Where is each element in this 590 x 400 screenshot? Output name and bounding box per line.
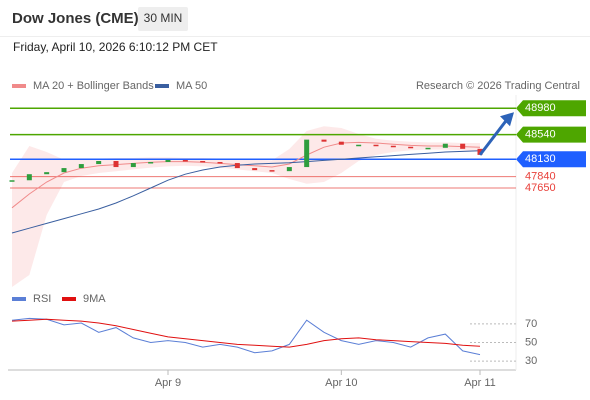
legend-swatch: [12, 84, 26, 88]
level-label: 47840: [525, 171, 556, 183]
candle: [217, 162, 223, 164]
ma-line: [11, 141, 481, 209]
candle: [356, 144, 362, 147]
candle: [130, 163, 136, 168]
candle: [9, 180, 15, 182]
level-box: [516, 126, 586, 143]
candle: [113, 161, 119, 168]
candle: [321, 139, 327, 142]
legend-label: MA 50: [176, 80, 207, 92]
divider: [0, 36, 590, 37]
y-tick-label: 50: [525, 336, 537, 348]
x-tick-label: Apr 11: [464, 377, 496, 389]
legend-label: 9MA: [83, 293, 106, 305]
level-label: 48130: [525, 153, 556, 165]
ma-line: [11, 150, 481, 234]
candle: [252, 168, 258, 171]
candle: [269, 170, 275, 172]
candle: [78, 164, 84, 169]
level-box: [516, 100, 586, 117]
candle: [477, 148, 483, 155]
candle: [200, 161, 206, 163]
candle: [96, 161, 102, 165]
level-label: 47650: [525, 182, 556, 194]
legend-label: MA 20 + Bollinger Bands: [33, 80, 154, 92]
candle: [425, 147, 431, 150]
timestamp: Friday, April 10, 2026 6:10:12 PM CET: [13, 40, 218, 54]
candle: [148, 162, 154, 164]
interval-button[interactable]: [138, 7, 188, 31]
candle: [61, 168, 67, 173]
legend-swatch: [62, 297, 76, 301]
candle: [338, 141, 344, 145]
candle: [44, 172, 50, 175]
candle: [286, 167, 292, 172]
candle: [304, 139, 310, 168]
level-label: 48980: [525, 102, 556, 114]
candle: [408, 146, 414, 149]
legend-label: RSI: [33, 293, 51, 305]
candle: [442, 143, 448, 148]
y-tick-label: 70: [525, 318, 537, 330]
arrow-head: [500, 112, 514, 127]
x-tick-label: Apr 9: [155, 377, 181, 389]
candle: [182, 159, 188, 162]
level-label: 48540: [525, 129, 556, 141]
rsi-line: [11, 317, 481, 356]
legend-swatch: [155, 84, 169, 88]
credit: Research © 2026 Trading Central: [416, 80, 580, 92]
interval-label[interactable]: 30 MIN: [144, 11, 183, 25]
rsi-line: [11, 318, 481, 348]
candle: [390, 145, 396, 148]
y-tick-label: 30: [525, 355, 537, 367]
candle: [165, 159, 171, 163]
bollinger-band: [12, 126, 480, 287]
candle: [234, 163, 240, 169]
forecast-arrow: [478, 117, 510, 156]
candle: [26, 174, 32, 181]
level-box: [516, 151, 586, 168]
candle: [460, 143, 466, 149]
x-tick-label: Apr 10: [325, 377, 357, 389]
candle: [373, 144, 379, 147]
chart-title: Dow Jones (CME): [12, 10, 139, 27]
legend-swatch: [12, 297, 26, 301]
